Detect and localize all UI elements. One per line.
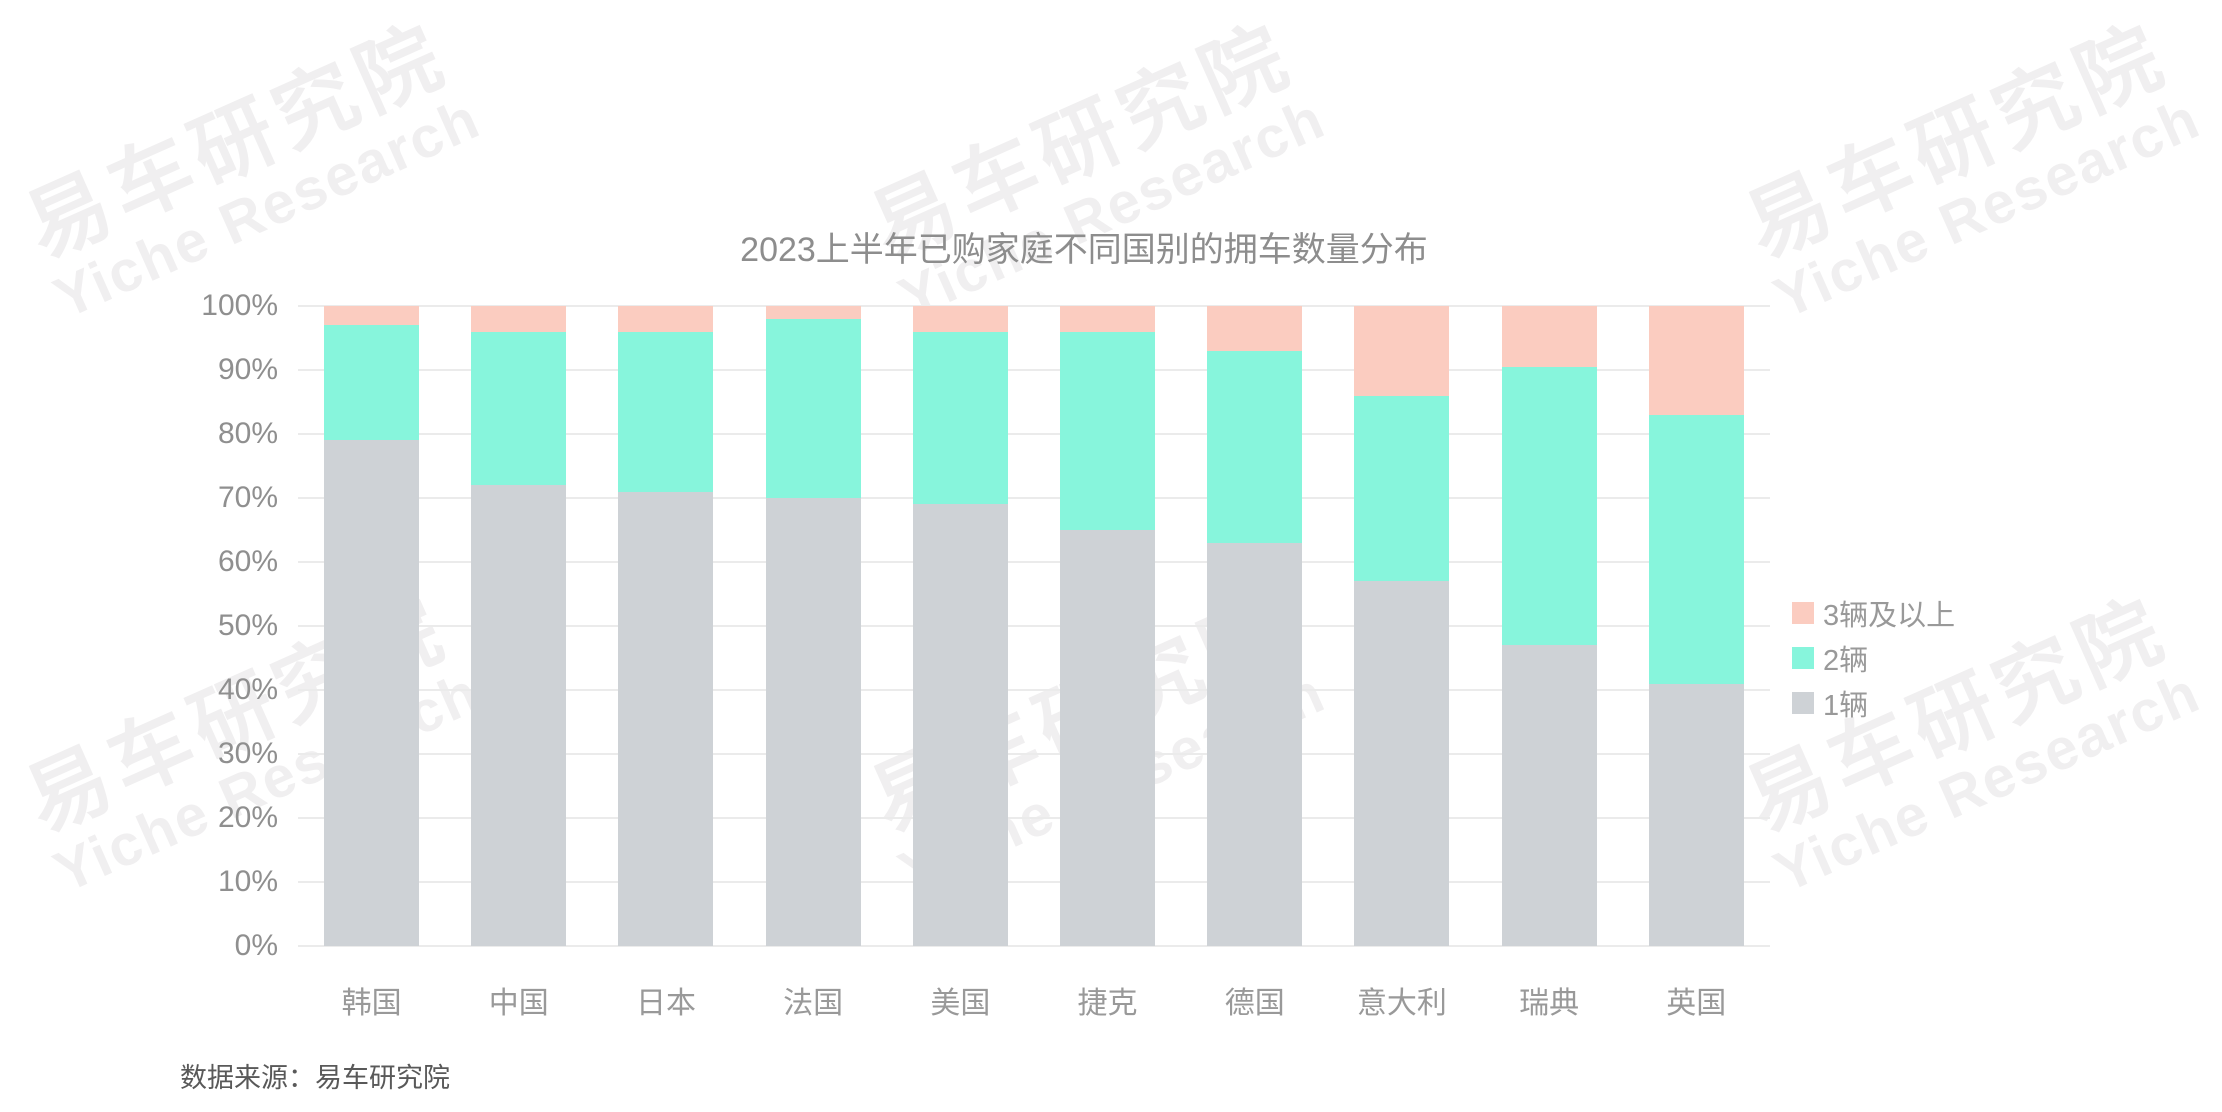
bar-segment <box>471 331 567 486</box>
legend-item: 3辆及以上 <box>1792 590 1955 635</box>
bar-segment <box>1501 645 1597 946</box>
bar-segment <box>912 504 1008 946</box>
bar-segment <box>471 306 567 332</box>
x-axis-label-1: 中国 <box>488 987 549 1020</box>
bars-group <box>298 306 1770 946</box>
gridline-90 <box>298 369 1770 371</box>
bar-segment <box>765 306 861 319</box>
bar-segment <box>912 331 1008 505</box>
y-axis-label-40: 40% <box>217 673 278 706</box>
y-axis: 0% 10% 20% 30% 40% 50% 60% 70% 80% 90% 100% <box>118 289 278 962</box>
bar-segment <box>1207 350 1303 543</box>
y-axis-label-70: 70% <box>217 481 278 514</box>
bar-column-1 <box>471 306 567 946</box>
bar-segment <box>471 485 567 946</box>
x-axis-label-5: 捷克 <box>1077 987 1138 1020</box>
y-axis-label-10: 10% <box>217 865 278 898</box>
y-axis-label-0: 0% <box>234 929 278 962</box>
legend-swatch-icon <box>1792 601 1814 624</box>
bar-column-5 <box>1060 306 1156 946</box>
x-axis-label-0: 韩国 <box>341 987 402 1020</box>
x-axis-label-9: 英国 <box>1666 987 1727 1020</box>
bar-segment <box>1648 414 1744 684</box>
watermark-0: 易车研究院 Yiche Research <box>11 9 489 332</box>
gridline-10 <box>298 881 1770 883</box>
gridline-50 <box>298 625 1770 627</box>
bar-segment <box>1060 306 1156 332</box>
bar-segment <box>1501 306 1597 367</box>
legend-item: 2辆 <box>1792 635 1955 680</box>
x-axis-label-7: 意大利 <box>1356 987 1447 1020</box>
bar-segment <box>765 498 861 946</box>
watermark-latin-text: Yiche Research <box>1764 85 2210 332</box>
bar-segment <box>1354 395 1450 582</box>
legend: 3辆及以上 2辆 1辆 <box>1792 590 1955 725</box>
legend-swatch-icon <box>1792 646 1814 669</box>
bar-segment <box>1501 366 1597 646</box>
y-axis-label-90: 90% <box>217 353 278 386</box>
bar-segment <box>618 331 714 492</box>
y-axis-label-30: 30% <box>217 737 278 770</box>
bar-segment <box>912 306 1008 332</box>
bar-column-9 <box>1648 306 1744 946</box>
gridline-0 <box>298 945 1770 947</box>
source-note: 数据来源：易车研究院 <box>180 1063 450 1093</box>
bar-segment <box>1648 306 1744 415</box>
legend-label: 1辆 <box>1823 689 1869 722</box>
chart-title: 2023上半年已购家庭不同国别的拥车数量分布 <box>740 231 1428 269</box>
legend-label: 2辆 <box>1823 644 1869 677</box>
bar-segment <box>1354 306 1450 396</box>
gridline-60 <box>298 561 1770 563</box>
gridline-100 <box>298 305 1770 307</box>
bar-column-0 <box>324 306 420 946</box>
x-axis-label-4: 美国 <box>930 987 991 1020</box>
bar-column-6 <box>1207 306 1303 946</box>
bar-segment <box>324 306 420 326</box>
bar-column-7 <box>1354 306 1450 946</box>
legend-swatch-icon <box>1792 691 1814 714</box>
gridline-20 <box>298 817 1770 819</box>
x-axis-label-3: 法国 <box>783 987 844 1020</box>
x-axis-label-8: 瑞典 <box>1519 987 1580 1020</box>
x-axis-label-6: 德国 <box>1224 987 1285 1020</box>
gridline-70 <box>298 497 1770 499</box>
x-axis-label-2: 日本 <box>635 987 696 1020</box>
bar-column-2 <box>618 306 714 946</box>
bar-segment <box>765 318 861 498</box>
bar-segment <box>618 491 714 946</box>
y-axis-label-60: 60% <box>217 545 278 578</box>
bar-column-3 <box>765 306 861 946</box>
legend-item: 1辆 <box>1792 680 1955 725</box>
y-axis-label-100: 100% <box>201 289 278 322</box>
y-axis-label-80: 80% <box>217 417 278 450</box>
x-axis: 韩国 中国 日本 法国 美国 捷克 德国 意大利 瑞典 英国 <box>298 978 1770 1022</box>
bar-segment <box>1207 306 1303 351</box>
y-axis-label-50: 50% <box>217 609 278 642</box>
bar-segment <box>1648 683 1744 946</box>
bar-column-8 <box>1501 306 1597 946</box>
gridline-40 <box>298 689 1770 691</box>
bar-column-4 <box>912 306 1008 946</box>
bar-segment <box>1207 542 1303 946</box>
legend-label: 3辆及以上 <box>1823 599 1956 632</box>
bar-segment <box>618 306 714 332</box>
gridline-80 <box>298 433 1770 435</box>
bar-segment <box>1354 581 1450 946</box>
gridline-30 <box>298 753 1770 755</box>
watermark-2: 易车研究院 Yiche Research <box>1731 9 2210 332</box>
watermark-1: 易车研究院 Yiche Research <box>856 9 1335 332</box>
bar-segment <box>1060 331 1156 530</box>
bar-segment <box>1060 530 1156 946</box>
plot-area <box>298 305 1770 947</box>
y-axis-label-20: 20% <box>217 801 278 834</box>
bar-segment <box>324 440 420 946</box>
watermark-latin-text: Yiche Research <box>889 85 1335 332</box>
bar-segment <box>324 325 420 441</box>
